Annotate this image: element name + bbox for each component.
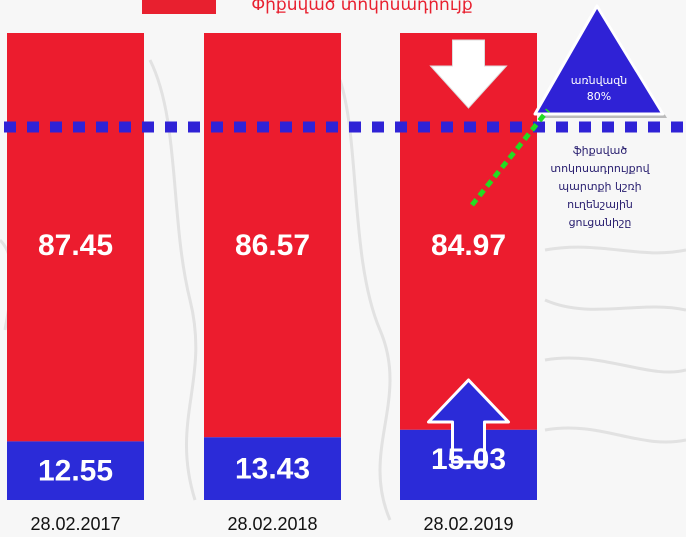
date-label-1: 28.02.2017 <box>30 514 120 534</box>
bar-floating-2 <box>204 437 341 500</box>
note-line-4: ուղենշային <box>567 198 633 211</box>
arrow-up-icon <box>427 378 510 464</box>
note-line-3: պարտքի կշռի <box>558 180 641 193</box>
threshold-label-line1: առնվազն <box>571 74 627 87</box>
date-label-2: 28.02.2018 <box>227 514 317 534</box>
bar-fixed-1 <box>7 33 144 442</box>
date-labels: 28.02.2017 28.02.2018 28.02.2019 <box>30 514 513 534</box>
threshold-triangle: առնվազն 80% <box>533 4 667 118</box>
legend-label: Փիքսված տոկոսադրույք <box>251 0 472 15</box>
arrow-down-icon <box>429 39 508 109</box>
fixed-rate-labels: 87.45 86.57 84.97 <box>38 229 506 262</box>
label-fixed-2: 86.57 <box>235 229 310 262</box>
label-floating-1: 12.55 <box>38 455 113 488</box>
note-connector <box>470 108 550 207</box>
label-floating-3: 15.03 <box>431 443 506 476</box>
label-floating-2: 13.43 <box>235 453 310 486</box>
floating-rate-labels: 12.55 13.43 15.03 <box>38 443 506 488</box>
label-fixed-3: 84.97 <box>431 229 506 262</box>
label-fixed-1: 87.45 <box>38 229 113 262</box>
fixed-rate-bars <box>7 33 537 442</box>
date-label-3: 28.02.2019 <box>423 514 513 534</box>
threshold-label-line2: 80% <box>587 90 611 103</box>
note-line-5: ցուցանիշը <box>569 216 632 229</box>
legend-swatch <box>142 0 216 14</box>
bar-fixed-2 <box>204 33 341 438</box>
bar-floating-1 <box>7 441 144 500</box>
note-text-block: ֆիքսված տոկոսադրույքով պարտքի կշռի ուղեն… <box>550 144 650 229</box>
note-line-2: տոկոսադրույքով <box>550 162 650 175</box>
note-line-1: ֆիքսված <box>573 144 627 157</box>
